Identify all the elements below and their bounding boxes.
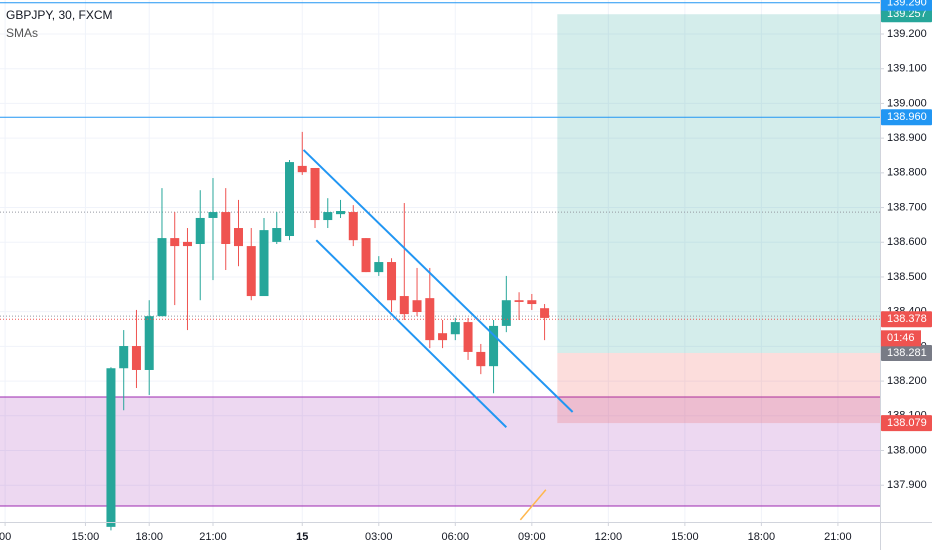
candle-body — [463, 322, 473, 352]
candle-body — [399, 296, 409, 315]
x-tick-label: 09:00 — [518, 531, 546, 543]
candle-body — [106, 368, 116, 527]
x-tick-label: 06:00 — [442, 531, 470, 543]
countdown: 01:46 — [887, 332, 915, 344]
grid-layer — [0, 0, 880, 522]
candle-body — [323, 212, 333, 221]
candle-body — [272, 228, 282, 242]
level-label-bg — [881, 0, 932, 11]
candle-body — [285, 162, 295, 237]
x-tick-label: 18:00 — [135, 531, 163, 543]
y-tick-label: 139.000 — [887, 97, 927, 109]
candle-body — [387, 262, 397, 301]
candle-body — [514, 300, 524, 302]
candle-body — [348, 212, 358, 241]
candle-body — [131, 346, 141, 370]
candle-body — [119, 346, 129, 369]
level-label: 139.290 — [887, 0, 927, 9]
entry-label: 138.281 — [887, 347, 927, 359]
candle-body — [476, 351, 486, 367]
candle-body — [221, 212, 231, 244]
x-tick-label: 21:00 — [824, 531, 852, 543]
candle-body — [170, 238, 180, 247]
candle-body — [208, 212, 218, 218]
y-tick-label: 139.200 — [887, 28, 927, 40]
zone — [0, 397, 880, 507]
y-tick-label: 137.900 — [887, 479, 927, 491]
y-tick-label: 139.100 — [887, 63, 927, 75]
y-tick-label: 138.200 — [887, 375, 927, 387]
candle-body — [450, 322, 460, 335]
y-tick-label: 138.500 — [887, 271, 927, 283]
candle-body — [527, 300, 537, 305]
trend-line — [315, 239, 508, 428]
y-tick-label: 138.600 — [887, 236, 927, 248]
position-loss — [557, 352, 880, 424]
countdown-bg — [881, 330, 921, 347]
candle-body — [195, 217, 205, 244]
candle-body — [259, 230, 269, 297]
sma-line — [519, 489, 547, 521]
candle-body — [412, 300, 422, 313]
entry-label-bg — [881, 344, 932, 361]
y-tick-label: 138.000 — [887, 444, 927, 456]
candle-body — [157, 238, 167, 317]
background-layer — [0, 14, 880, 507]
stop-label: 138.079 — [887, 417, 927, 429]
candle-body — [501, 300, 511, 326]
level-label-bg — [881, 109, 932, 126]
x-tick-label: 15:00 — [671, 531, 699, 543]
candle-body — [438, 333, 448, 341]
x-tick-label: 21:00 — [199, 531, 227, 543]
trend-line — [302, 149, 574, 413]
level-label: 138.960 — [887, 111, 927, 123]
y-tick-label: 138.800 — [887, 167, 927, 179]
level-label: 138.378 — [887, 313, 927, 325]
candle-body — [233, 228, 243, 247]
x-tick-label: 15 — [296, 531, 308, 543]
indicator-name: SMAs — [6, 26, 38, 40]
x-tick-label: 00 — [0, 531, 11, 543]
x-tick-label: 15:00 — [72, 531, 100, 543]
candle-body — [374, 262, 384, 273]
candle-body — [144, 316, 154, 370]
drawing-layer — [0, 2, 880, 521]
chart-title: GBPJPY, 30, FXCM — [6, 8, 112, 22]
x-tick-label: 03:00 — [365, 531, 393, 543]
target-label: 139.257 — [887, 8, 927, 20]
level-label-bg — [881, 311, 932, 328]
position-profit — [557, 14, 880, 353]
candle-body — [246, 246, 256, 297]
candle-body — [336, 211, 346, 215]
candle-body — [361, 238, 371, 273]
x-tick-label: 18:00 — [748, 531, 776, 543]
y-tick-label: 138.700 — [887, 201, 927, 213]
candle-body — [297, 165, 307, 173]
candle-body — [489, 325, 499, 367]
candle-body — [182, 241, 192, 247]
y-tick-label: 138.900 — [887, 132, 927, 144]
stop-label-bg — [881, 415, 932, 432]
candle-body — [310, 167, 320, 221]
x-tick-label: 12:00 — [595, 531, 623, 543]
candle-body — [540, 308, 550, 318]
